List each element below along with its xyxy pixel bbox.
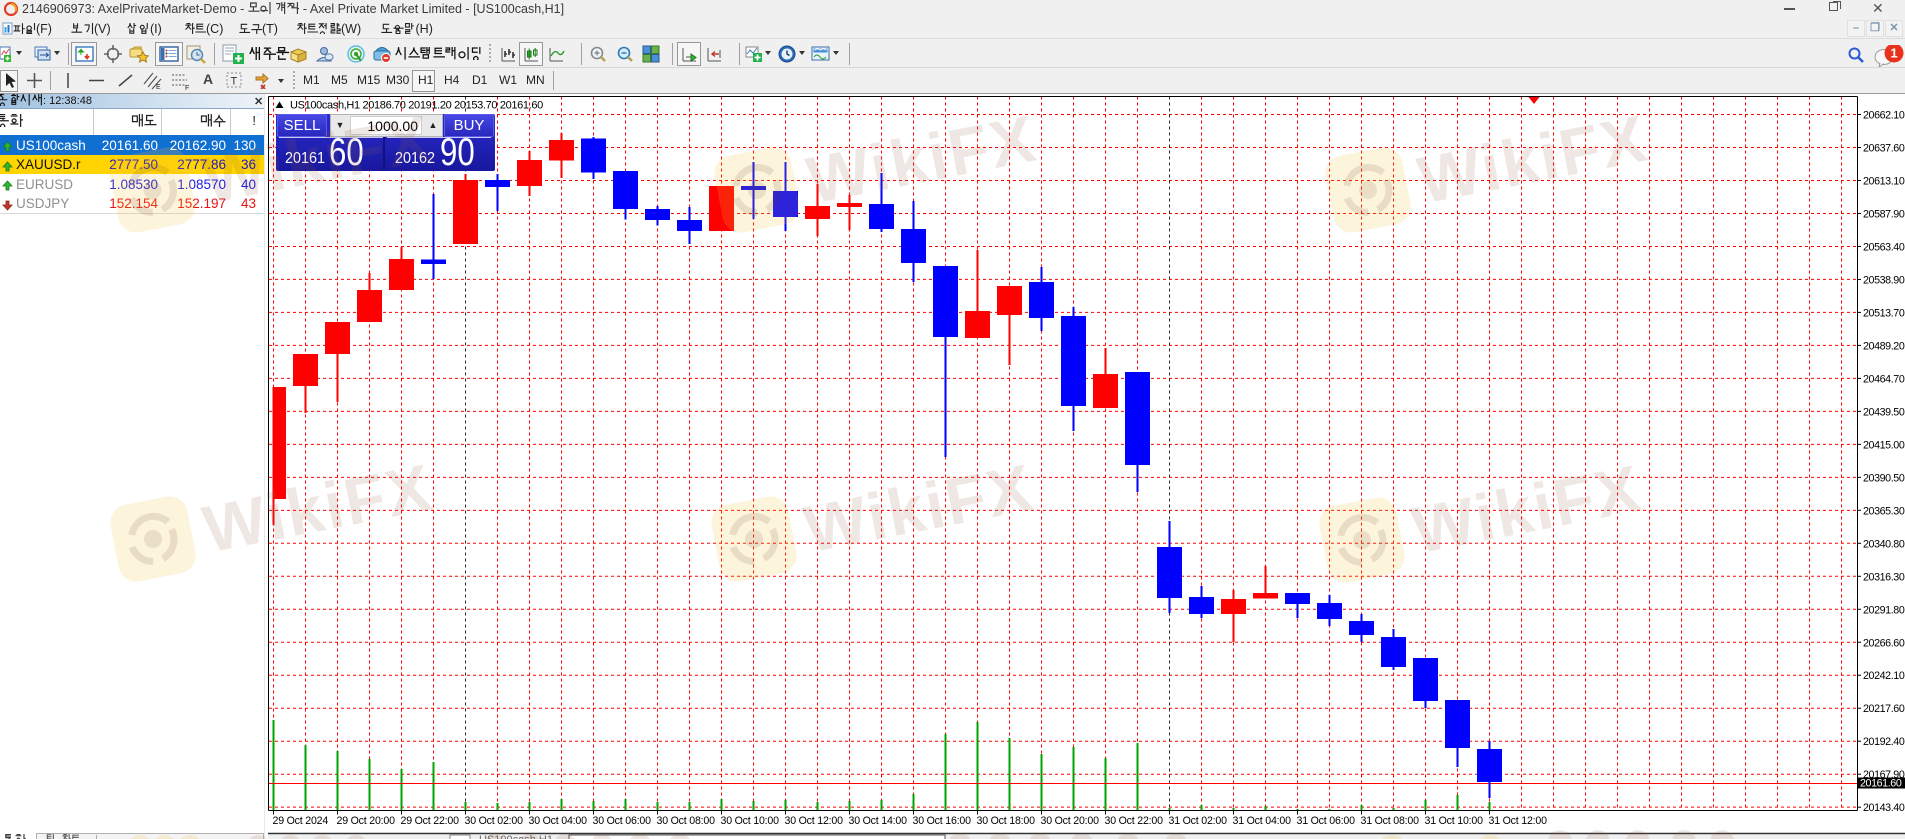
svg-text:29 Oct 20:00: 29 Oct 20:00: [337, 815, 396, 827]
svg-text:20143.40: 20143.40: [1863, 802, 1905, 814]
svg-text:29 Oct 2024: 29 Oct 2024: [273, 815, 329, 827]
svg-text:31 Oct 02:00: 31 Oct 02:00: [1169, 815, 1228, 827]
svg-text:31 Oct 04:00: 31 Oct 04:00: [1233, 815, 1292, 827]
svg-text:T: T: [231, 76, 238, 88]
svg-text:30 Oct 10:00: 30 Oct 10:00: [721, 815, 780, 827]
svg-text:20291.80: 20291.80: [1863, 604, 1905, 616]
svg-text:20613.10: 20613.10: [1863, 175, 1905, 187]
svg-text:31 Oct 06:00: 31 Oct 06:00: [1297, 815, 1356, 827]
svg-text:30 Oct 20:00: 30 Oct 20:00: [1041, 815, 1100, 827]
svg-text:30 Oct 06:00: 30 Oct 06:00: [593, 815, 652, 827]
svg-text:20662.10: 20662.10: [1863, 110, 1905, 122]
svg-text:20464.70: 20464.70: [1863, 373, 1905, 385]
svg-text:30 Oct 18:00: 30 Oct 18:00: [977, 815, 1036, 827]
svg-text:20316.30: 20316.30: [1863, 571, 1905, 583]
svg-text:F: F: [185, 85, 189, 91]
svg-text:1: 1: [1890, 46, 1897, 61]
svg-text:30 Oct 08:00: 30 Oct 08:00: [657, 815, 716, 827]
svg-text:20637.60: 20637.60: [1863, 142, 1905, 154]
svg-text:20161.60: 20161.60: [1860, 778, 1902, 790]
svg-text:20217.60: 20217.60: [1863, 703, 1905, 715]
svg-text:20563.40: 20563.40: [1863, 241, 1905, 253]
svg-text:20365.30: 20365.30: [1863, 505, 1905, 517]
svg-text:US100cash,H1 20186.70 20191.2: US100cash,H1 20186.70 20191.20 20153.70 …: [290, 100, 543, 112]
svg-text:20340.80: 20340.80: [1863, 538, 1905, 550]
svg-text:20439.50: 20439.50: [1863, 406, 1905, 418]
svg-text:20415.00: 20415.00: [1863, 439, 1905, 451]
svg-text:20390.50: 20390.50: [1863, 472, 1905, 484]
svg-text:20538.90: 20538.90: [1863, 274, 1905, 286]
svg-text:29 Oct 22:00: 29 Oct 22:00: [401, 815, 460, 827]
svg-text:31 Oct 10:00: 31 Oct 10:00: [1425, 815, 1484, 827]
svg-text:30 Oct 02:00: 30 Oct 02:00: [465, 815, 524, 827]
svg-text:20587.90: 20587.90: [1863, 208, 1905, 220]
svg-text:20242.10: 20242.10: [1863, 670, 1905, 682]
svg-text:31 Oct 08:00: 31 Oct 08:00: [1361, 815, 1420, 827]
svg-text:20266.60: 20266.60: [1863, 637, 1905, 649]
svg-text:30 Oct 22:00: 30 Oct 22:00: [1105, 815, 1164, 827]
svg-text:US100cash,H1: US100cash,H1: [479, 834, 553, 839]
svg-text:30 Oct 04:00: 30 Oct 04:00: [529, 815, 588, 827]
svg-text:30 Oct 12:00: 30 Oct 12:00: [785, 815, 844, 827]
svg-text:E: E: [156, 84, 161, 91]
svg-text:20513.70: 20513.70: [1863, 307, 1905, 319]
svg-text:30 Oct 14:00: 30 Oct 14:00: [849, 815, 908, 827]
svg-text:31 Oct 12:00: 31 Oct 12:00: [1489, 815, 1548, 827]
svg-text:30 Oct 16:00: 30 Oct 16:00: [913, 815, 972, 827]
svg-text:20489.20: 20489.20: [1863, 340, 1905, 352]
svg-text:20192.40: 20192.40: [1863, 736, 1905, 748]
